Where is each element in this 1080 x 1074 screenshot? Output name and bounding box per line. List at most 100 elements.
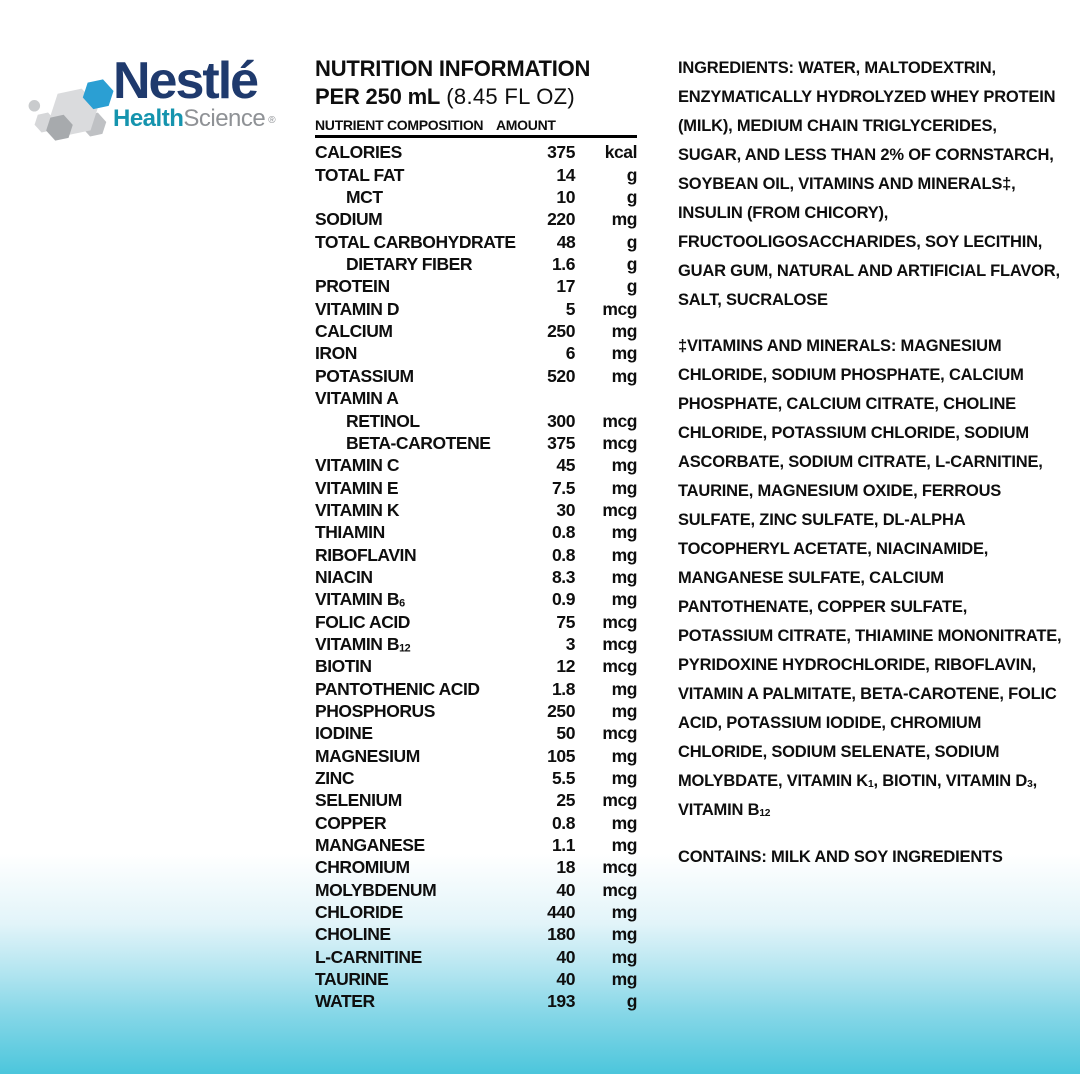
nutrient-name: IRON xyxy=(315,343,357,364)
health-text: Health xyxy=(113,105,184,132)
nutrient-unit: mg xyxy=(611,678,638,699)
nutrient-name: RIBOFLAVIN xyxy=(315,544,417,565)
table-row: VITAMIN E 7.5 mg xyxy=(315,477,637,499)
registered-mark: ® xyxy=(268,115,276,126)
nutrient-name: NIACIN xyxy=(315,566,373,587)
nutrient-unit: mg xyxy=(611,969,638,990)
vitamins-label: ‡VITAMINS AND MINERALS: xyxy=(678,337,897,355)
nutrient-amount: 1.1 xyxy=(552,835,575,856)
nutrient-unit: mcg xyxy=(602,879,637,900)
table-row: CHLORIDE 440 mg xyxy=(315,901,637,923)
nutrient-unit: mcg xyxy=(602,656,637,677)
nutrient-unit: g xyxy=(626,276,638,297)
nutrient-amount: 6 xyxy=(565,343,576,364)
healthscience-text: HealthScience ® xyxy=(113,105,276,132)
nutrient-unit: mg xyxy=(611,343,638,364)
nutrient-name: COPPER xyxy=(315,812,387,833)
contains-statement: CONTAINS: MILK AND SOY INGREDIENTS xyxy=(678,848,1003,866)
table-row: POTASSIUM 520 mg xyxy=(315,365,637,387)
table-row: DIETARY FIBER 1.6 g xyxy=(315,253,637,275)
table-row: ZINC 5.5 mg xyxy=(315,767,637,789)
table-row: PANTOTHENIC ACID 1.8 mg xyxy=(315,678,637,700)
nutrient-name: PHOSPHORUS xyxy=(315,700,435,721)
table-row: MANGANESE 1.1 mg xyxy=(315,834,637,856)
nutrient-unit: mg xyxy=(611,544,638,565)
nutrient-amount: 7.5 xyxy=(552,477,575,498)
table-row: VITAMIN B6 0.9 mg xyxy=(315,588,637,610)
nutrient-unit: mcg xyxy=(602,633,637,654)
nutrient-amount: 520 xyxy=(547,365,575,386)
table-row: MCT 10 g xyxy=(315,186,637,208)
nutrient-amount: 193 xyxy=(547,991,575,1012)
nutrient-name: PANTOTHENIC ACID xyxy=(315,678,480,699)
nutrient-name: MANGANESE xyxy=(315,835,425,856)
table-row: WATER 193 g xyxy=(315,990,637,1012)
nutrient-name: RETINOL xyxy=(346,410,420,431)
vitamins-text: MAGNESIUM CHLORIDE, SODIUM PHOSPHATE, CA… xyxy=(678,337,1062,820)
nutrient-unit: mg xyxy=(611,812,638,833)
nutrient-unit: g xyxy=(626,991,638,1012)
nutrient-name: CHLORIDE xyxy=(315,902,403,923)
nutrient-name: VITAMIN A xyxy=(315,388,399,409)
nutrient-unit: mg xyxy=(611,589,638,610)
nutrient-name: CHOLINE xyxy=(315,924,391,945)
table-row: PHOSPHORUS 250 mg xyxy=(315,700,637,722)
nutrient-unit: mg xyxy=(611,946,638,967)
nutrient-unit: mg xyxy=(611,455,638,476)
nutrient-name: VITAMIN E xyxy=(315,477,399,498)
nutrient-amount: 48 xyxy=(556,231,576,252)
table-row: MOLYBDENUM 40 mcg xyxy=(315,879,637,901)
table-row: IODINE 50 mcg xyxy=(315,722,637,744)
nutrient-amount: 50 xyxy=(556,723,575,744)
table-row: VITAMIN K 30 mcg xyxy=(315,499,637,521)
table-row: CALORIES 375 kcal xyxy=(315,141,637,163)
nutrient-unit: mcg xyxy=(602,298,637,319)
hexagon-cluster-icon xyxy=(27,78,117,149)
nutrient-amount: 18 xyxy=(556,857,575,878)
nutrient-name: MAGNESIUM xyxy=(315,745,420,766)
table-row: NIACIN 8.3 mg xyxy=(315,566,637,588)
nutrient-amount: 25 xyxy=(556,790,575,811)
nutrient-amount: 8.3 xyxy=(552,566,575,587)
nutrient-unit: mg xyxy=(611,566,638,587)
nutrient-name: TOTAL FAT xyxy=(315,164,404,185)
nutrient-name: L-CARNITINE xyxy=(315,946,422,967)
nutrient-name: TOTAL CARBOHYDRATE xyxy=(315,231,516,252)
nutrient-table: CALORIES 375 kcal TOTAL FAT 14 g MCT 10 g SODIUM 2… xyxy=(315,141,637,1012)
nutrient-name: MCT xyxy=(346,187,383,208)
table-row: CHROMIUM 18 mcg xyxy=(315,856,637,878)
serving-size-bold: PER 250 mL xyxy=(315,84,441,110)
nestle-text: Nestlé xyxy=(113,52,259,110)
nutrient-unit: mg xyxy=(611,365,638,386)
science-text: Science xyxy=(183,105,266,132)
nutrient-unit: mcg xyxy=(602,611,637,632)
nutrient-name: SELENIUM xyxy=(315,790,402,811)
nutrient-unit: mg xyxy=(611,700,638,721)
nutrient-name: FOLIC ACID xyxy=(315,611,410,632)
nutrient-unit: mcg xyxy=(602,857,637,878)
table-row: BIOTIN 12 mcg xyxy=(315,655,637,677)
nutrient-amount: 45 xyxy=(556,455,575,476)
nutrient-name: BETA-CAROTENE xyxy=(346,432,491,453)
nutrient-amount: 250 xyxy=(547,700,575,721)
nutrient-unit: mcg xyxy=(602,723,637,744)
nutrient-name: THIAMIN xyxy=(315,522,385,543)
nutrient-amount: 0.8 xyxy=(552,812,575,833)
table-row: VITAMIN C 45 mg xyxy=(315,454,637,476)
nutrient-unit: kcal xyxy=(604,142,638,163)
nutrition-panel: NUTRITION INFORMATION PER 250 mL (8.45 F… xyxy=(315,56,637,1013)
nutrient-unit: g xyxy=(626,164,638,185)
nutrient-amount: 40 xyxy=(556,969,575,990)
nutrient-name: CHROMIUM xyxy=(315,857,410,878)
table-row: RETINOL 300 mcg xyxy=(315,410,637,432)
table-row: CALCIUM 250 mg xyxy=(315,320,637,342)
nutrient-unit: g xyxy=(626,187,638,208)
nutrient-unit: mg xyxy=(611,835,638,856)
table-row: VITAMIN D 5 mcg xyxy=(315,298,637,320)
table-row: TOTAL CARBOHYDRATE 48 g xyxy=(315,231,637,253)
nutrient-name: POTASSIUM xyxy=(315,365,414,386)
nutrient-amount: 30 xyxy=(556,499,575,520)
nutrient-name: BIOTIN xyxy=(315,656,372,677)
table-row: CHOLINE 180 mg xyxy=(315,923,637,945)
